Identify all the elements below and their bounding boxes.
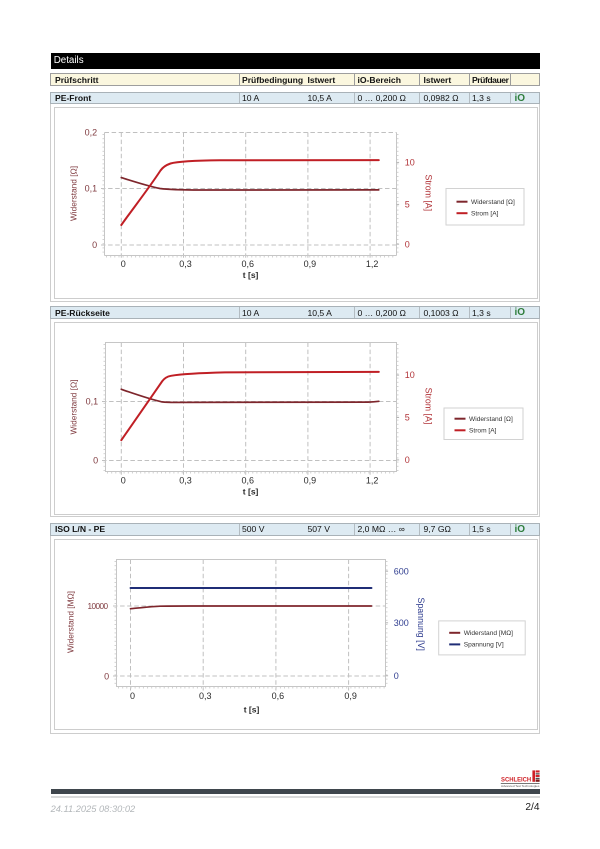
- svg-text:0,6: 0,6: [272, 691, 285, 701]
- svg-text:0: 0: [405, 239, 410, 249]
- svg-text:Spannung [V]: Spannung [V]: [416, 598, 426, 651]
- svg-text:0,1: 0,1: [86, 397, 99, 407]
- svg-text:Strom [A]: Strom [A]: [424, 174, 434, 211]
- svg-text:t [s]: t [s]: [244, 705, 260, 715]
- svg-text:SCHLEICH: SCHLEICH: [501, 776, 531, 783]
- svg-text:Widerstand [Ω]: Widerstand [Ω]: [471, 199, 515, 206]
- svg-text:0,2: 0,2: [85, 128, 98, 138]
- svg-text:0,3: 0,3: [199, 691, 212, 701]
- svg-text:0: 0: [93, 456, 98, 466]
- svg-text:10: 10: [405, 158, 415, 168]
- svg-text:0,3: 0,3: [179, 476, 192, 486]
- svg-text:0: 0: [104, 671, 109, 681]
- svg-text:0,6: 0,6: [241, 259, 254, 269]
- svg-text:1,2: 1,2: [366, 476, 379, 486]
- svg-text:t [s]: t [s]: [243, 487, 259, 497]
- svg-text:0: 0: [121, 259, 126, 269]
- svg-text:Widerstand [MΩ]: Widerstand [MΩ]: [66, 591, 76, 653]
- svg-text:0,6: 0,6: [241, 476, 254, 486]
- svg-text:10: 10: [405, 370, 415, 380]
- svg-text:5: 5: [405, 200, 410, 210]
- svg-text:300: 300: [394, 618, 409, 628]
- svg-text:Widerstand [Ω]: Widerstand [Ω]: [69, 379, 79, 434]
- svg-text:0,9: 0,9: [304, 259, 317, 269]
- svg-text:0: 0: [121, 476, 126, 486]
- svg-text:Widerstand [Ω]: Widerstand [Ω]: [69, 166, 79, 221]
- svg-text:Advanced Test Technologies: Advanced Test Technologies: [501, 784, 540, 788]
- svg-text:1,2: 1,2: [366, 259, 379, 269]
- svg-text:Strom [A]: Strom [A]: [424, 388, 434, 425]
- svg-text:Strom [A]: Strom [A]: [471, 210, 499, 217]
- svg-text:Strom [A]: Strom [A]: [469, 428, 497, 435]
- svg-text:0: 0: [92, 240, 97, 250]
- svg-text:Widerstand [MΩ]: Widerstand [MΩ]: [464, 630, 513, 637]
- svg-text:600: 600: [394, 566, 409, 576]
- svg-text:0: 0: [394, 671, 399, 681]
- svg-text:0,9: 0,9: [344, 691, 357, 701]
- svg-text:0,1: 0,1: [85, 184, 98, 194]
- svg-text:0: 0: [130, 691, 135, 701]
- svg-text:0,9: 0,9: [304, 476, 317, 486]
- svg-text:0,3: 0,3: [179, 259, 192, 269]
- svg-text:Spannung [V]: Spannung [V]: [464, 642, 504, 649]
- svg-text:5: 5: [405, 413, 410, 423]
- svg-text:t [s]: t [s]: [243, 270, 259, 280]
- svg-text:10000: 10000: [87, 602, 108, 611]
- svg-text:Widerstand [Ω]: Widerstand [Ω]: [469, 416, 513, 423]
- svg-text:0: 0: [405, 455, 410, 465]
